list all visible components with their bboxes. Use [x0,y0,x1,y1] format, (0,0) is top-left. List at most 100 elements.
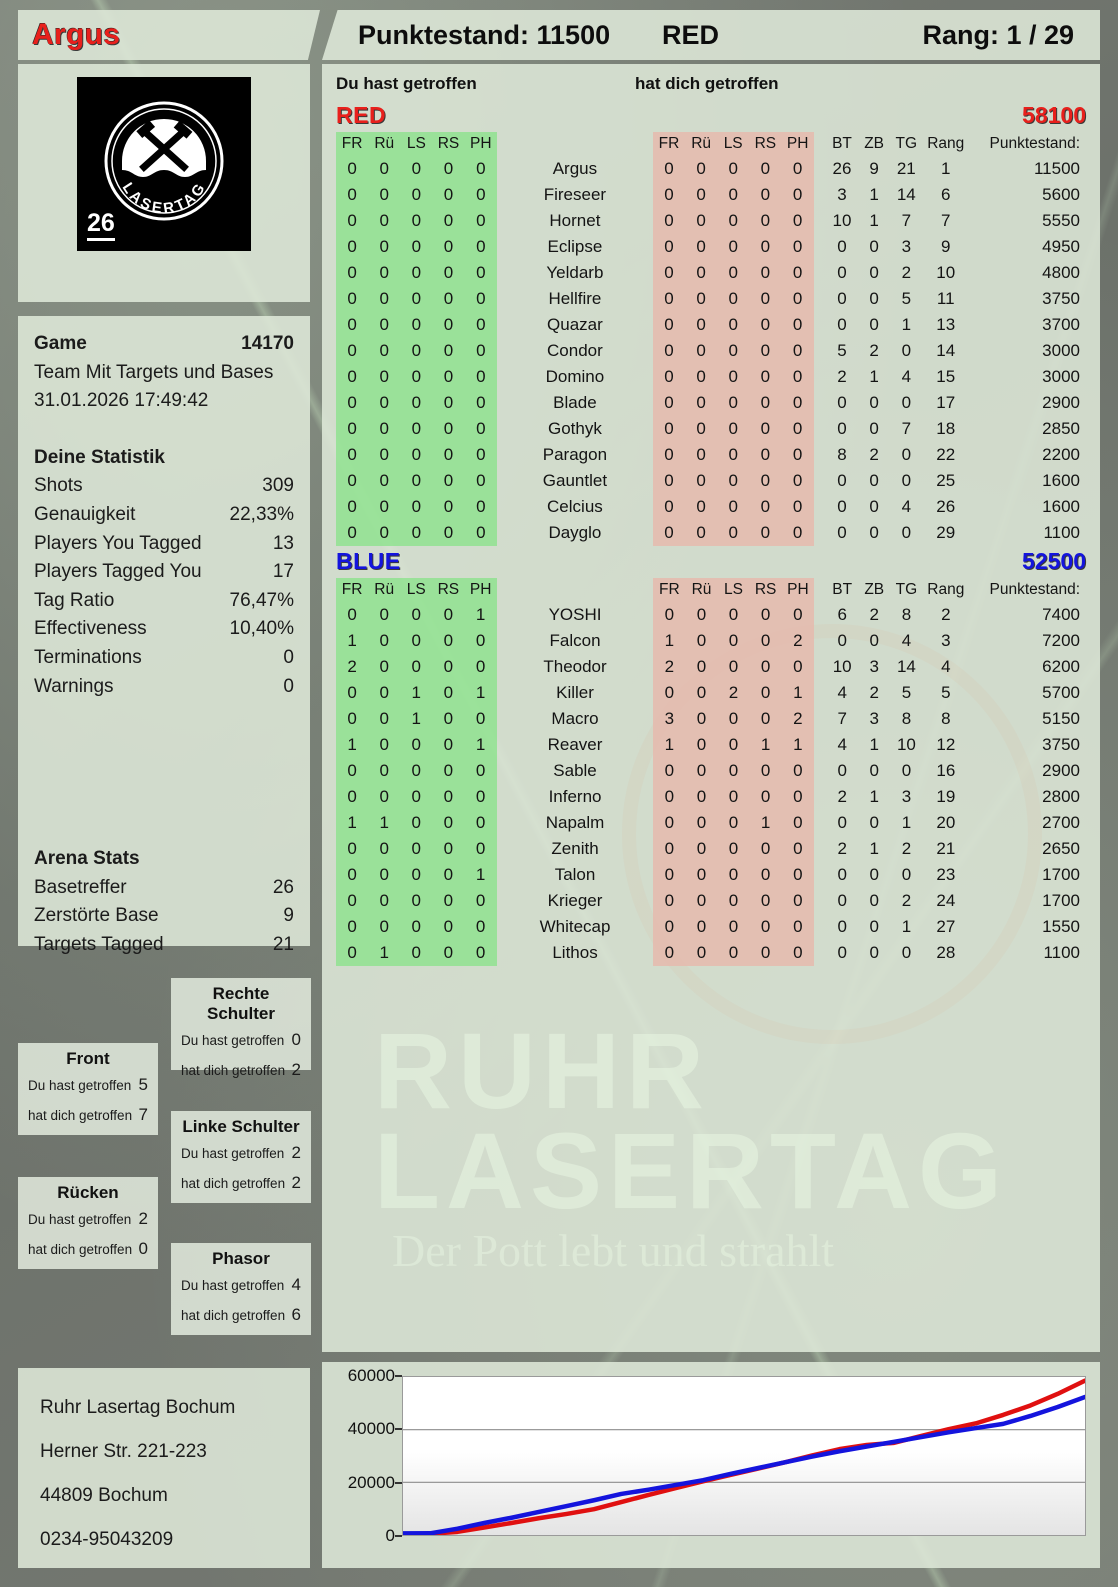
cell-rang: 12 [936,735,956,754]
cell-hit: 0 [400,862,433,888]
cell-hit: 0 [464,940,497,966]
cell-hit: 0 [432,628,465,654]
table-row: 0 0 0 0 0 Hellfire 0 0 0 0 0 0 0 5 11 3750 [336,286,1086,312]
cell-rang: 27 [936,917,956,936]
cell-hit: 0 [432,364,465,390]
cell-hit: 2 [336,654,369,680]
cell-bt: 5 [837,341,847,360]
cell-got: 0 [685,156,718,182]
cell-player-name: Quazar [547,315,603,334]
cell-spacer [814,468,826,494]
cell-bt: 2 [837,787,847,806]
arena-value: 26 [272,876,294,898]
cell-hit: 0 [400,628,433,654]
cell-got: 1 [653,628,686,654]
cell-got: 0 [749,156,782,182]
cell-bt: 0 [837,631,847,650]
stat-value: 13 [272,532,294,554]
cell-score: 3700 [1042,315,1080,334]
zone-title: Front [66,1049,110,1068]
cell-hit: 0 [368,654,401,680]
team-name-red: RED [336,102,387,128]
cell-rang: 6 [941,185,951,204]
cell-hit: 0 [400,364,433,390]
zone-got-row: hat dich getroffen 2 [181,1173,301,1193]
cell-score: 7200 [1042,631,1080,650]
cell-zb: 0 [869,865,879,884]
cell-hit: 0 [336,286,369,312]
col-score: Punktestand: [989,581,1080,598]
cell-rang: 19 [936,787,956,806]
cell-got: 0 [717,940,750,966]
cell-player-name: Hornet [549,211,601,230]
cell-got: 0 [749,286,782,312]
cell-hit: 0 [432,156,465,182]
game-label: Game [34,333,87,354]
col-hit-ls: LS [400,578,433,602]
table-row: 0 0 0 0 0 Domino 0 0 0 0 0 2 1 4 15 3000 [336,364,1086,390]
zone-got-label: hat dich getroffen [181,1176,286,1191]
cell-got: 0 [653,862,686,888]
cell-rang: 13 [936,315,956,334]
stat-label: Players Tagged You [34,561,202,583]
game-header-row: Game 14170 [34,330,294,359]
cell-tg: 5 [901,683,912,702]
cell-got: 0 [781,888,815,914]
zone-hit-value: 2 [138,1209,148,1228]
cell-hit: 0 [432,654,465,680]
cell-hit: 1 [368,810,401,836]
table-header-row: FR Rü LS RS PH FR Rü LS RS PH BT ZB [336,578,1086,602]
cell-hit: 0 [336,182,369,208]
cell-got: 0 [749,862,782,888]
cell-hit: 0 [336,758,369,784]
cell-got: 0 [653,602,686,628]
cell-got: 0 [781,208,814,234]
cell-tg: 0 [901,471,912,490]
cell-spacer [814,364,826,390]
cell-got: 1 [781,680,815,706]
col-tg: TG [895,135,918,152]
cell-spacer [814,286,826,312]
cell-spacer [814,442,826,468]
zone-hit-row: Du hast getroffen 5 [28,1075,148,1095]
cell-hit: 0 [400,468,433,494]
cell-got: 0 [781,940,815,966]
cell-hit: 0 [464,654,497,680]
personal-stats-title: Deine Statistik [34,444,294,473]
cell-tg: 0 [901,393,912,412]
cell-player-name: Killer [556,683,594,702]
col-hit-fr: FR [336,578,369,602]
cell-got: 0 [685,416,718,442]
cell-hit: 1 [368,940,401,966]
cell-score: 5700 [1042,683,1080,702]
cell-got: 0 [717,784,750,810]
cell-tg: 2 [901,891,912,910]
cell-hit: 0 [432,182,465,208]
cell-got: 0 [749,680,782,706]
cell-hit: 0 [464,364,497,390]
zone-hit-value: 2 [291,1143,301,1162]
table-row: 0 0 0 0 0 Sable 0 0 0 0 0 0 0 0 16 2900 [336,758,1086,784]
zone-got-value: 6 [291,1305,301,1324]
table-row: 0 0 0 0 0 Fireseer 0 0 0 0 0 3 1 14 6 5600 [336,182,1086,208]
cell-hit: 0 [336,680,369,706]
col-score: Punktestand: [989,135,1080,152]
cell-tg: 1 [901,813,912,832]
cell-got: 0 [717,156,750,182]
cell-player-name: Falcon [549,631,601,650]
cell-hit: 0 [336,390,369,416]
cell-score: 3750 [1042,735,1080,754]
table-row: 0 0 0 0 0 Gauntlet 0 0 0 0 0 0 0 0 25 1600 [336,468,1086,494]
cell-got: 0 [652,312,686,338]
stat-row-shots: Shots 309 [34,472,294,501]
col-hit-fr: FR [336,132,369,156]
cell-hit: 0 [464,442,497,468]
table-row: 0 0 0 0 0 Whitecap 0 0 0 0 0 0 0 1 27 1550 [336,914,1086,940]
zone-hit-row: Du hast getroffen 4 [181,1275,301,1295]
cell-spacer [814,494,826,520]
cell-got: 0 [652,520,686,546]
cell-got: 0 [685,654,718,680]
chart-y-tick-label: 40000 [347,1419,395,1439]
cell-got: 0 [749,234,782,260]
table-row: 2 0 0 0 0 Theodor 2 0 0 0 0 10 3 14 4 6200 [336,654,1086,680]
